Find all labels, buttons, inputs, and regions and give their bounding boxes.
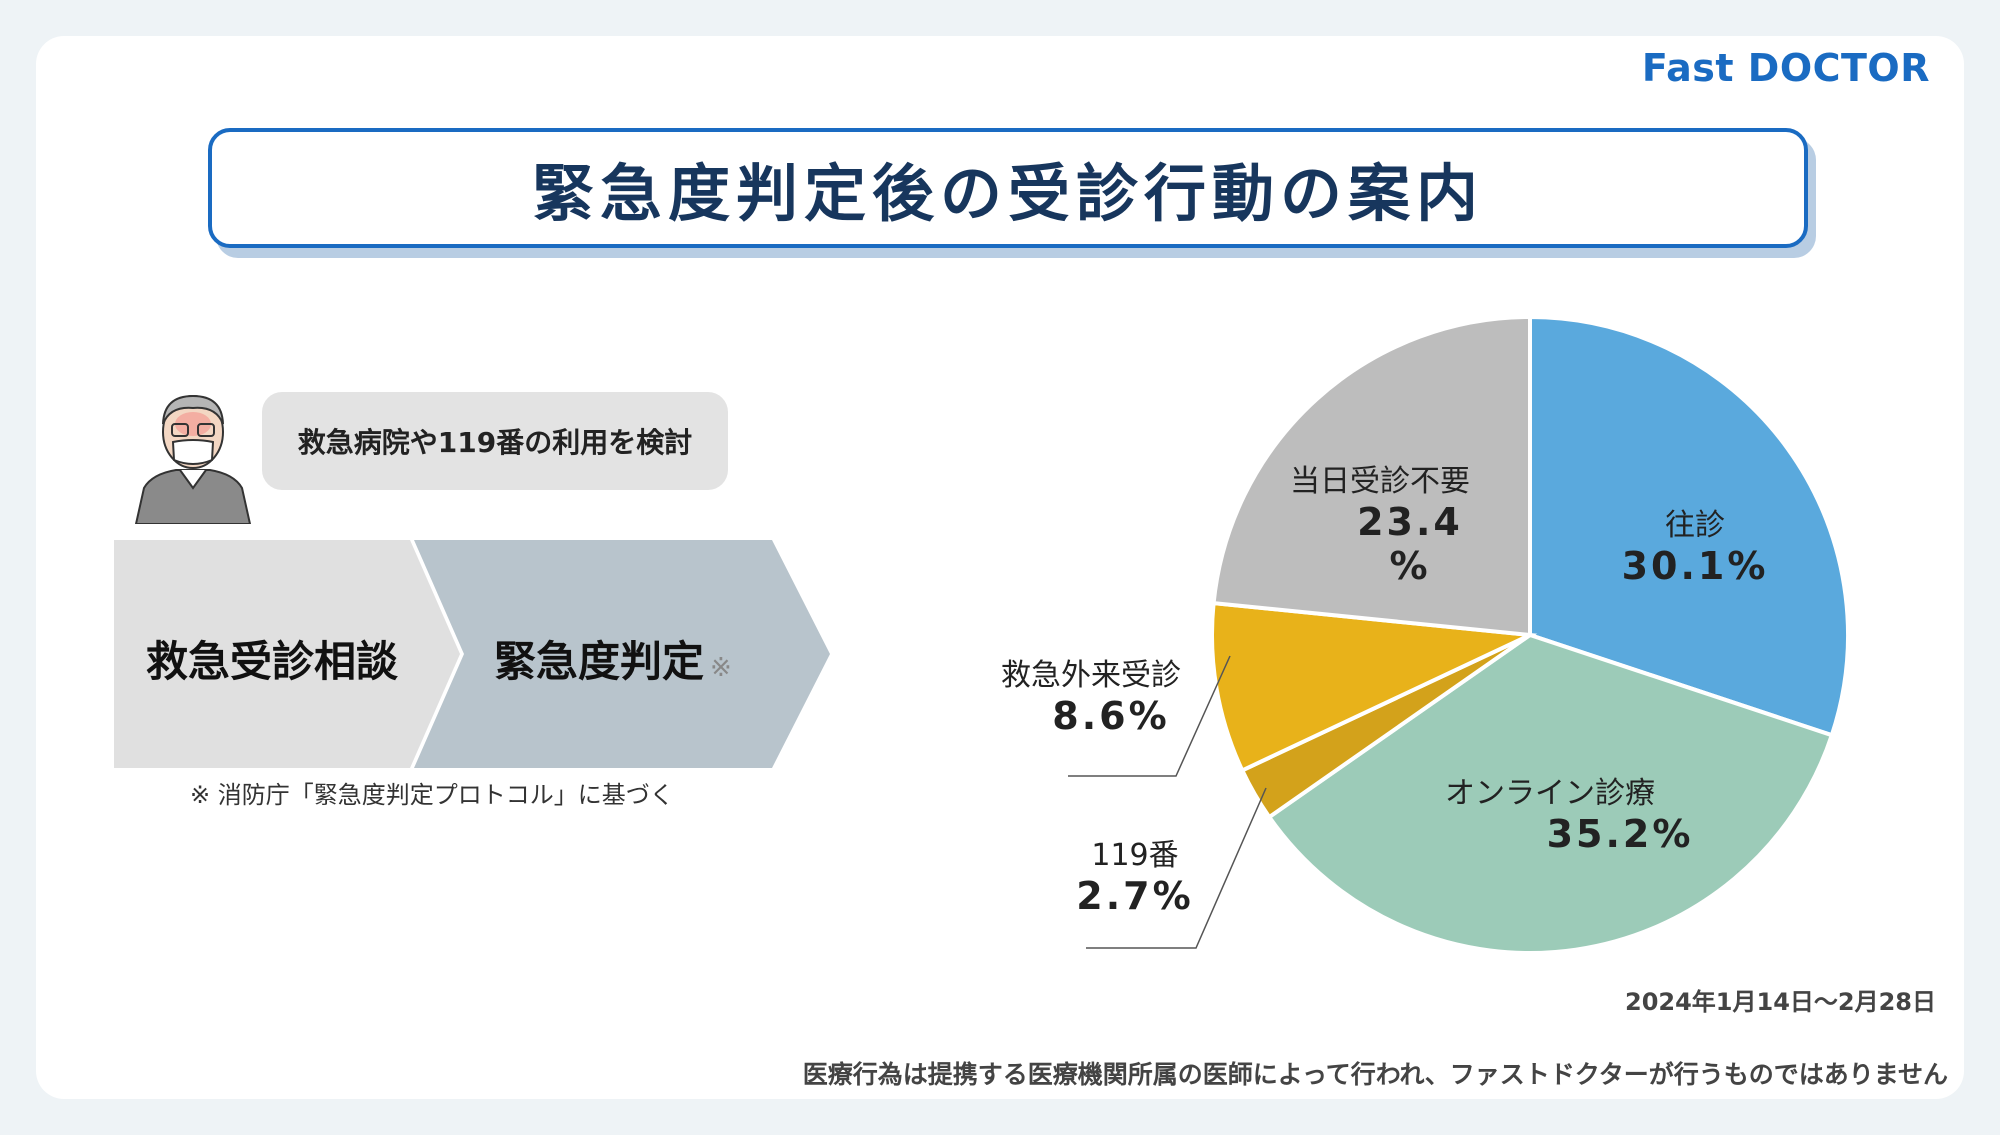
label-online: オンライン診療 35.2% <box>1445 776 1694 856</box>
flow-arrows <box>114 540 830 768</box>
brand-logo: Fast DOCTOR <box>1641 46 1930 90</box>
disclaimer-text: 医療行為は提携する医療機関所属の医師によって行われ、ファストドクターが行うもので… <box>802 1060 1948 1089</box>
flow-step1-shape <box>114 540 460 768</box>
slice-home-visit <box>1528 314 1850 738</box>
flow-step1-label: 救急受診相談 <box>146 637 399 686</box>
label-no-visit: 当日受診不要 23.4 % <box>1290 464 1470 588</box>
slice-online <box>1266 632 1835 955</box>
slice-no-visit <box>1211 314 1532 638</box>
flow-step2-shape <box>414 540 830 768</box>
label-home-visit: 往診 30.1% <box>1621 508 1769 588</box>
speech-bubble: 救急病院や119番の利用を検討 <box>262 392 728 490</box>
protocol-note: ※ 消防庁「緊急度判定プロトコル」に基づく <box>190 781 674 809</box>
pie-chart <box>1210 314 1850 955</box>
person-icon <box>134 394 252 524</box>
period-text: 2024年1月14日〜2月28日 <box>1625 988 1936 1016</box>
label-119: 119番 2.7% <box>1076 838 1194 918</box>
label-er: 救急外来受診 8.6% <box>1001 658 1181 738</box>
page-title: 緊急度判定後の受診行動の案内 <box>531 157 1484 230</box>
flow-step2-label: 緊急度判定 ※ <box>494 637 732 686</box>
flow-step2-mark: ※ <box>710 653 732 683</box>
page-title-box: 緊急度判定後の受診行動の案内 <box>208 128 1808 248</box>
